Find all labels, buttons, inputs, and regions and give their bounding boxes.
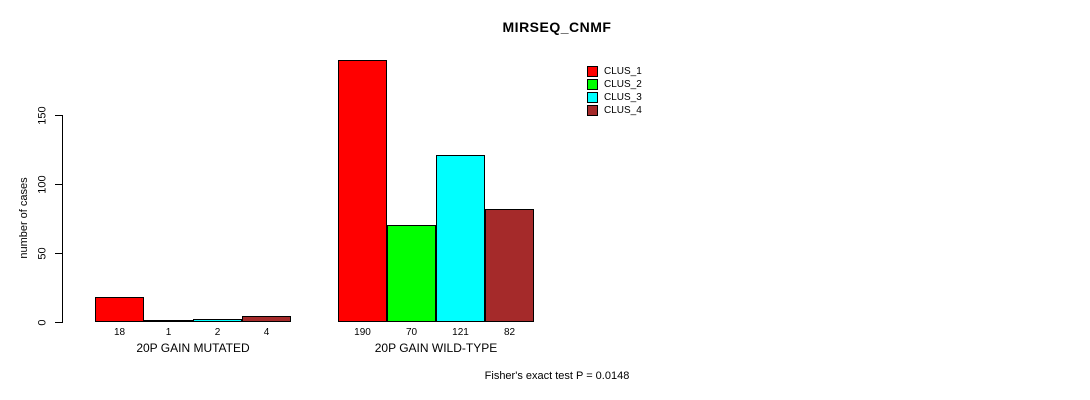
bar-value-label: 18: [113, 327, 126, 338]
bar: [95, 297, 144, 322]
legend-swatch: [587, 79, 598, 90]
bar: [144, 320, 193, 322]
bar: [193, 319, 242, 322]
bar: [338, 59, 387, 322]
legend-item: CLUS_1: [587, 65, 642, 78]
y-tick-label: 150: [36, 106, 49, 125]
bar-value-label: 2: [214, 327, 221, 338]
bar: [485, 208, 534, 322]
bar-value-label: 82: [503, 327, 516, 338]
bar: [436, 155, 485, 322]
bar-value-label: 190: [354, 327, 371, 338]
legend-label: CLUS_1: [604, 66, 642, 77]
legend-item: CLUS_2: [587, 78, 642, 91]
y-tick: [55, 253, 62, 254]
legend-label: CLUS_2: [604, 79, 642, 90]
legend-label: CLUS_4: [604, 105, 642, 116]
y-tick: [55, 322, 62, 323]
group-label: 20P GAIN MUTATED: [136, 341, 250, 355]
y-axis: [62, 115, 63, 323]
legend-label: CLUS_3: [604, 92, 642, 103]
legend-item: CLUS_3: [587, 91, 642, 104]
bar: [242, 316, 291, 322]
y-axis-label: number of cases: [18, 177, 30, 259]
annotation-text: Fisher's exact test P = 0.0148: [484, 370, 630, 382]
legend-swatch: [587, 105, 598, 116]
chart-title: MIRSEQ_CNMF: [502, 19, 612, 35]
bar-value-label: 1: [165, 327, 172, 338]
legend-swatch: [587, 66, 598, 77]
legend: CLUS_1 CLUS_2 CLUS_3 CLUS_4: [587, 65, 642, 117]
legend-swatch: [587, 92, 598, 103]
group-label: 20P GAIN WILD-TYPE: [374, 341, 498, 355]
bar-value-label: 70: [405, 327, 418, 338]
bar-value-label: 4: [263, 327, 270, 338]
y-tick: [55, 184, 62, 185]
y-tick: [55, 115, 62, 116]
bar-value-label: 121: [452, 327, 469, 338]
bar: [387, 225, 436, 322]
legend-item: CLUS_4: [587, 104, 642, 117]
